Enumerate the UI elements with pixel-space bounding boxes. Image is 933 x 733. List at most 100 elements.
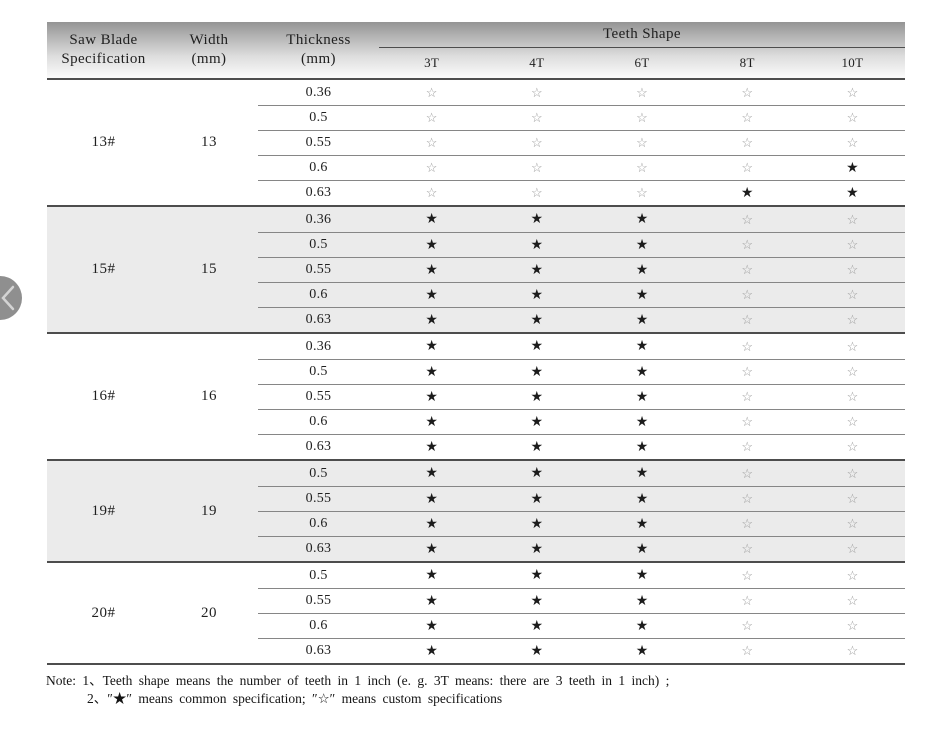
- hollow-star-icon: ☆: [694, 486, 800, 511]
- thickness-value: 0.6: [258, 155, 379, 180]
- width-value: 16: [201, 388, 217, 404]
- column-header-thickness-line1: Thickness: [286, 32, 351, 48]
- thickness-value: 0.63: [258, 434, 379, 459]
- teeth-shape-title: Teeth Shape: [379, 22, 905, 48]
- filled-star-icon: ★: [589, 257, 695, 282]
- hollow-star-icon: ☆: [846, 211, 859, 227]
- filled-star-icon: ★: [484, 232, 590, 257]
- previous-arrow-button[interactable]: [0, 276, 22, 320]
- filled-star-icon: ★: [589, 282, 695, 307]
- thickness-value: 0.55: [258, 486, 379, 511]
- filled-star-icon: ★: [589, 588, 695, 613]
- hollow-star-icon: ☆: [636, 84, 648, 100]
- table-blocks: 13# 13 0.36 ☆ ☆ ☆ ☆ ☆ 0.5 ☆ ☆ ☆ ☆ ☆ 0.55 ☆ ☆ ☆ ☆ ☆ 0.6 ☆ ☆ ☆ ☆ ★ 0…: [47, 80, 905, 665]
- column-header-4t: 4T: [529, 55, 545, 70]
- hollow-star-icon: ☆: [799, 409, 905, 434]
- filled-star-icon: ★: [484, 257, 590, 282]
- hollow-star-icon: ☆: [846, 84, 859, 100]
- filled-star-icon: ★: [425, 568, 438, 583]
- filled-star-icon: ★: [635, 466, 649, 481]
- column-header-10t: 10T: [841, 55, 864, 70]
- column-header-width: Width (mm): [160, 22, 258, 78]
- thickness-value: 0.63: [258, 536, 379, 561]
- hollow-star-icon: ☆: [799, 434, 905, 459]
- hollow-star-icon: ☆: [589, 105, 695, 130]
- filled-star-icon: ★: [484, 384, 590, 409]
- spec-label: 20#: [91, 604, 116, 621]
- note: Note: 1、Teeth shape means the number of …: [46, 672, 669, 707]
- filled-star-icon: ★: [530, 339, 544, 354]
- hollow-star-icon: ☆: [799, 613, 905, 638]
- spec-block-13: 13# 13 0.36 ☆ ☆ ☆ ☆ ☆ 0.5 ☆ ☆ ☆ ☆ ☆ 0.55 ☆ ☆ ☆ ☆ ☆ 0.6 ☆ ☆ ☆ ☆ ★ 0…: [47, 80, 905, 205]
- filled-star-icon: ★: [530, 212, 544, 227]
- thickness-value: 0.63: [258, 307, 379, 332]
- filled-star-icon: ★: [379, 307, 485, 332]
- hollow-star-icon: ☆: [741, 84, 754, 100]
- thickness-value: 0.36: [305, 211, 332, 227]
- thickness-value: 0.55: [258, 257, 379, 282]
- thickness-value: 0.63: [258, 638, 379, 663]
- column-header-spec: Saw Blade Specification: [47, 22, 160, 78]
- hollow-star-icon: ☆: [694, 384, 800, 409]
- filled-star-icon: ★: [484, 511, 590, 536]
- filled-star-icon: ★: [379, 409, 485, 434]
- note-line-1: Note: 1、Teeth shape means the number of …: [46, 673, 670, 688]
- filled-star-icon: ★: [589, 384, 695, 409]
- saw-blade-spec-table: Saw Blade Specification Width (mm) Thick…: [47, 22, 905, 665]
- thickness-value: 0.55: [258, 588, 379, 613]
- thickness-value: 0.5: [309, 567, 328, 583]
- filled-star-icon: ★: [589, 307, 695, 332]
- filled-star-icon: ★: [589, 613, 695, 638]
- column-header-6t: 6T: [634, 55, 650, 70]
- hollow-star-icon: ☆: [694, 588, 800, 613]
- hollow-star-icon: ☆: [484, 155, 590, 180]
- filled-star-icon: ★: [379, 638, 485, 663]
- filled-star-icon: ★: [589, 434, 695, 459]
- filled-star-icon: ★: [589, 486, 695, 511]
- hollow-star-icon: ☆: [799, 359, 905, 384]
- thickness-value: 0.6: [258, 282, 379, 307]
- hollow-star-icon: ☆: [846, 465, 859, 481]
- filled-star-icon: ★: [484, 588, 590, 613]
- hollow-star-icon: ☆: [846, 567, 859, 583]
- filled-star-icon: ★: [484, 536, 590, 561]
- hollow-star-icon: ☆: [694, 359, 800, 384]
- hollow-star-icon: ☆: [694, 536, 800, 561]
- filled-star-icon: ★: [484, 409, 590, 434]
- column-header-width-line2: (mm): [191, 51, 227, 67]
- filled-star-icon: ★: [484, 359, 590, 384]
- hollow-star-icon: ☆: [530, 84, 543, 100]
- filled-star-icon: ★: [425, 339, 438, 354]
- hollow-star-icon: ☆: [799, 511, 905, 536]
- hollow-star-icon: ☆: [694, 130, 800, 155]
- filled-star-icon: ★: [379, 434, 485, 459]
- filled-star-icon: ★: [799, 180, 905, 205]
- filled-star-icon: ★: [589, 511, 695, 536]
- hollow-star-icon: ☆: [425, 84, 438, 100]
- filled-star-icon: ★: [484, 434, 590, 459]
- thickness-value: 0.6: [258, 613, 379, 638]
- hollow-star-icon: ☆: [799, 486, 905, 511]
- filled-star-icon: ★: [484, 486, 590, 511]
- spec-label: 19#: [91, 502, 116, 519]
- hollow-star-icon: ☆: [799, 105, 905, 130]
- filled-star-icon: ★: [694, 180, 800, 205]
- width-value: 15: [201, 261, 217, 277]
- filled-star-icon: ★: [425, 466, 438, 481]
- hollow-star-icon: ☆: [694, 434, 800, 459]
- thickness-value: 0.5: [309, 465, 328, 481]
- thickness-value: 0.5: [258, 105, 379, 130]
- filled-star-icon: ★: [484, 638, 590, 663]
- thickness-value: 0.36: [305, 338, 332, 354]
- hollow-star-icon: ☆: [379, 130, 485, 155]
- hollow-star-icon: ☆: [694, 638, 800, 663]
- filled-star-icon: ★: [379, 232, 485, 257]
- thickness-value: 0.55: [258, 384, 379, 409]
- teeth-shape-header-group: Teeth Shape 3T 4T 6T 8T 10T: [379, 22, 905, 78]
- filled-star-icon: ★: [379, 257, 485, 282]
- hollow-star-icon: ☆: [694, 155, 800, 180]
- spec-block-20: 20# 20 0.5 ★ ★ ★ ☆ ☆ 0.55 ★ ★ ★ ☆ ☆ 0.6 ★ ★ ★ ☆ ☆ 0.63 ★ ★ ★ ☆ ☆: [47, 561, 905, 665]
- filled-star-icon: ★: [530, 466, 544, 481]
- filled-star-icon: ★: [379, 613, 485, 638]
